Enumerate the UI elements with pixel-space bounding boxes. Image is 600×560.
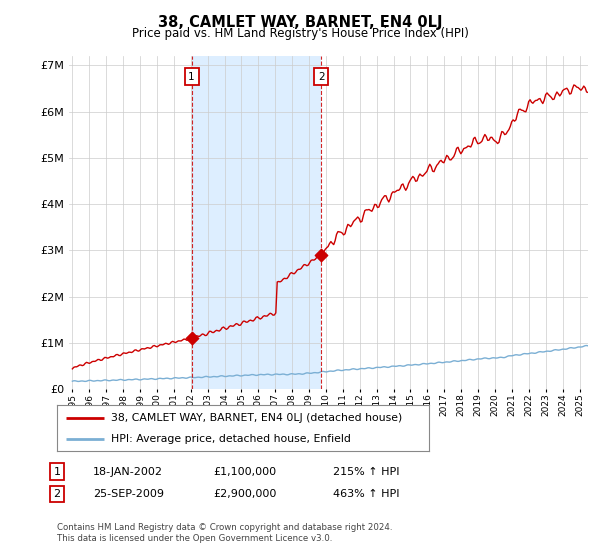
Text: 463% ↑ HPI: 463% ↑ HPI (333, 489, 400, 499)
Text: £2,900,000: £2,900,000 (213, 489, 277, 499)
Text: 215% ↑ HPI: 215% ↑ HPI (333, 466, 400, 477)
Text: 18-JAN-2002: 18-JAN-2002 (93, 466, 163, 477)
Text: 2: 2 (53, 489, 61, 499)
Text: 2: 2 (318, 72, 325, 82)
Text: HPI: Average price, detached house, Enfield: HPI: Average price, detached house, Enfi… (111, 435, 351, 444)
Text: £1,100,000: £1,100,000 (213, 466, 276, 477)
Text: 25-SEP-2009: 25-SEP-2009 (93, 489, 164, 499)
Text: 38, CAMLET WAY, BARNET, EN4 0LJ (detached house): 38, CAMLET WAY, BARNET, EN4 0LJ (detache… (111, 413, 402, 423)
Text: 38, CAMLET WAY, BARNET, EN4 0LJ: 38, CAMLET WAY, BARNET, EN4 0LJ (158, 15, 442, 30)
Text: 1: 1 (188, 72, 195, 82)
Point (187, 334, 196, 343)
Text: 1: 1 (53, 466, 61, 477)
Bar (191, 56, 322, 389)
Text: Price paid vs. HM Land Registry's House Price Index (HPI): Price paid vs. HM Land Registry's House … (131, 27, 469, 40)
Text: Contains HM Land Registry data © Crown copyright and database right 2024.
This d: Contains HM Land Registry data © Crown c… (57, 524, 392, 543)
Point (317, 250, 326, 259)
